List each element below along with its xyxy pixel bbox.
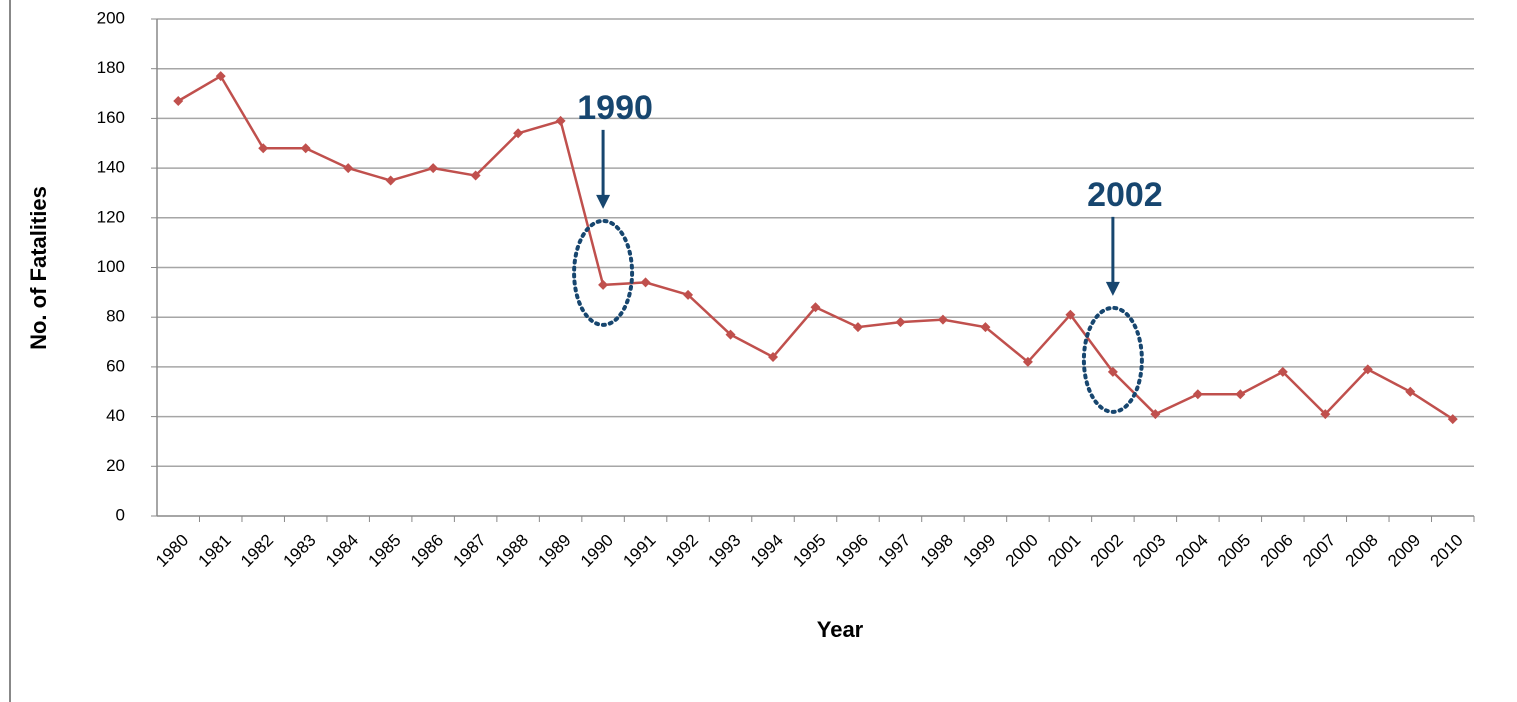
point bbox=[1022, 356, 1033, 367]
point bbox=[470, 170, 481, 181]
annotation: 1990 bbox=[577, 89, 653, 127]
x-tick-label: 1980 bbox=[152, 531, 192, 571]
highlight-ellipse bbox=[572, 218, 635, 327]
point bbox=[768, 351, 779, 362]
point bbox=[937, 314, 948, 325]
point bbox=[852, 322, 863, 333]
point bbox=[258, 143, 269, 154]
x-tick-label: 1989 bbox=[534, 531, 574, 571]
x-tick-label: 1995 bbox=[789, 531, 829, 571]
x-tick-label: 2008 bbox=[1342, 531, 1382, 571]
x-tick-label: 1994 bbox=[747, 531, 787, 571]
point bbox=[1235, 389, 1246, 400]
point bbox=[513, 128, 524, 139]
y-tick-label: 60 bbox=[106, 356, 125, 375]
arrow-head bbox=[1105, 281, 1120, 296]
point bbox=[1320, 409, 1331, 420]
y-tick-label: 20 bbox=[106, 456, 125, 475]
y-axis-title: No. of Fatalities bbox=[26, 186, 51, 350]
x-tick-label: 1986 bbox=[407, 531, 447, 571]
x-tick-label: 1984 bbox=[322, 531, 362, 571]
point bbox=[810, 302, 821, 313]
x-tick-label: 1990 bbox=[577, 531, 617, 571]
point bbox=[980, 322, 991, 333]
point bbox=[1277, 366, 1288, 377]
annotation: 2002 bbox=[1087, 176, 1163, 214]
x-tick-label: 2000 bbox=[1002, 531, 1042, 571]
x-tick-label: 1997 bbox=[874, 531, 914, 571]
y-tick-label: 100 bbox=[97, 257, 125, 276]
x-tick-label: 1999 bbox=[959, 531, 999, 571]
x-tick-label: 2004 bbox=[1172, 531, 1212, 571]
arrow-head bbox=[596, 194, 611, 209]
x-tick-label: 2006 bbox=[1257, 531, 1297, 571]
y-tick-label: 120 bbox=[97, 207, 125, 226]
x-axis-title: Year bbox=[817, 617, 864, 642]
point bbox=[1447, 414, 1458, 425]
point bbox=[215, 71, 226, 82]
point bbox=[1362, 364, 1373, 375]
point bbox=[173, 96, 184, 107]
y-tick-label: 140 bbox=[97, 158, 125, 177]
y-tick-label: 0 bbox=[116, 505, 125, 524]
x-tick-label: 1982 bbox=[237, 531, 277, 571]
x-tick-label: 1996 bbox=[832, 531, 872, 571]
x-tick-label: 1991 bbox=[619, 531, 659, 571]
point bbox=[640, 277, 651, 288]
x-tick-label: 1988 bbox=[492, 531, 532, 571]
point bbox=[1150, 409, 1161, 420]
point bbox=[300, 143, 311, 154]
x-tick-label: 2009 bbox=[1384, 531, 1424, 571]
point bbox=[895, 317, 906, 328]
x-tick-label: 1993 bbox=[704, 531, 744, 571]
point bbox=[555, 115, 566, 126]
x-tick-label: 1983 bbox=[280, 531, 320, 571]
x-tick-label: 1985 bbox=[364, 531, 404, 571]
x-tick-label: 1998 bbox=[917, 531, 957, 571]
highlight-ellipse bbox=[1081, 305, 1144, 414]
point bbox=[683, 289, 694, 300]
point bbox=[1192, 389, 1203, 400]
point bbox=[385, 175, 396, 186]
x-tick-label: 1981 bbox=[195, 531, 235, 571]
point bbox=[343, 163, 354, 174]
point bbox=[725, 329, 736, 340]
x-tick-label: 2001 bbox=[1044, 531, 1084, 571]
point bbox=[1065, 309, 1076, 320]
y-tick-label: 200 bbox=[97, 8, 125, 27]
point bbox=[598, 279, 609, 290]
x-tick-label: 1992 bbox=[662, 531, 702, 571]
point bbox=[428, 163, 439, 174]
y-tick-label: 160 bbox=[97, 108, 125, 127]
x-tick-label: 2002 bbox=[1087, 531, 1127, 571]
y-tick-label: 80 bbox=[106, 307, 125, 326]
x-tick-label: 2010 bbox=[1427, 531, 1467, 571]
x-tick-label: 2005 bbox=[1214, 531, 1254, 571]
y-tick-label: 180 bbox=[97, 58, 125, 77]
y-tick-label: 40 bbox=[106, 406, 125, 425]
point bbox=[1405, 386, 1416, 397]
x-tick-label: 1987 bbox=[449, 531, 489, 571]
point bbox=[1107, 366, 1118, 377]
x-tick-label: 2007 bbox=[1299, 531, 1339, 571]
x-tick-label: 2003 bbox=[1129, 531, 1169, 571]
